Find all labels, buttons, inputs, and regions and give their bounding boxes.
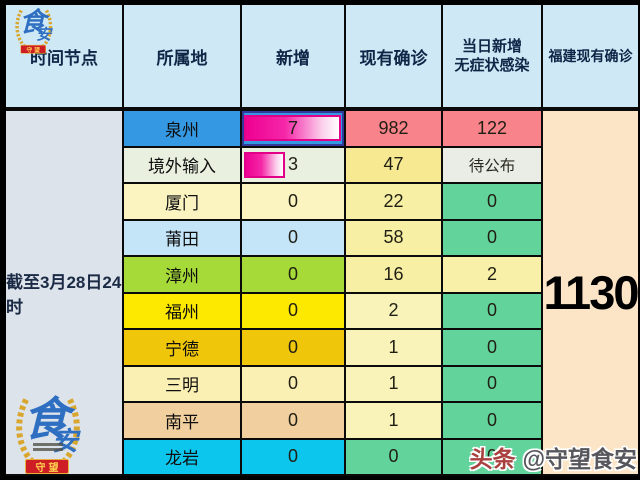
header-cell-asymptomatic: 当日新增 无症状感染 [443, 5, 541, 109]
confirmed-cell: 22 [346, 184, 441, 219]
watermark-badge: 头条 [469, 446, 516, 472]
region-cell: 漳州 [124, 257, 240, 292]
logo-char-main: 食 [23, 394, 69, 445]
region-cell: 宁德 [124, 330, 240, 365]
asymptomatic-cell: 0 [443, 403, 541, 438]
new-cases-cell: 0 [242, 293, 344, 328]
watermark-handle: @守望食安 [522, 446, 637, 472]
confirmed-cell: 982 [346, 111, 441, 146]
header-cell-region: 所属地 [124, 5, 240, 109]
confirmed-cell: 1 [346, 403, 441, 438]
new-cases-cell: 0 [242, 330, 344, 365]
asymptomatic-cell: 0 [443, 220, 541, 255]
time-note-cell: 截至3月28日24时 [6, 111, 122, 474]
region-cell: 厦门 [124, 184, 240, 219]
logo-char-sub: 安 [51, 427, 78, 456]
region-cell: 泉州 [124, 111, 240, 146]
asymptomatic-cell: 0 [443, 439, 541, 474]
watermark: 头条 @守望食安 [470, 440, 637, 474]
region-cell: 境外输入 [124, 147, 240, 182]
new-cases-cell: 0 [242, 184, 344, 219]
header-cell-fujian-total: 福建现有确诊 [543, 5, 638, 109]
asymptomatic-cell: 0 [443, 293, 541, 328]
fujian-total-value: 1130 [543, 266, 640, 319]
region-cell: 莆田 [124, 220, 240, 255]
new-cases-value: 3 [287, 154, 298, 175]
confirmed-cell: 47 [346, 147, 441, 182]
asymptomatic-cell: 0 [443, 184, 541, 219]
asymptomatic-cell: 122 [443, 111, 541, 146]
new-cases-cell: 0 [242, 220, 344, 255]
region-cell: 南平 [124, 403, 240, 438]
confirmed-cell: 0 [346, 439, 441, 474]
region-cell: 龙岩 [124, 439, 240, 474]
header-asym-line2: 无症状感染 [454, 57, 530, 74]
logo-char-main: 食 [19, 7, 46, 37]
fujian-total-cell: 1130 [543, 111, 640, 474]
new-cases-cell: 0 [242, 366, 344, 401]
header-asym-line1: 当日新增 [461, 37, 522, 55]
data-table: 时间节点 所属地 新增 现有确诊 当日新增 无症状感染 福建现有确诊 截至3月2… [6, 5, 640, 476]
region-cell: 福州 [124, 293, 240, 328]
new-cases-cell: 0 [242, 439, 344, 474]
confirmed-cell: 58 [346, 220, 441, 255]
header-cell-new: 新增 [242, 5, 344, 109]
logo-banner: 守望 [25, 459, 69, 474]
new-cases-cell: 3 [242, 147, 344, 182]
header-cell-confirmed: 现有确诊 [346, 5, 441, 109]
asymptomatic-cell: 待公布 [443, 147, 541, 182]
confirmed-cell: 16 [346, 257, 441, 292]
food-safety-logo-small: 食 安 守望 [10, 2, 56, 54]
region-cell: 三明 [124, 366, 240, 401]
confirmed-cell: 2 [346, 293, 441, 328]
logo-smalltext-line [33, 443, 63, 446]
asymptomatic-cell: 2 [443, 257, 541, 292]
header-cell-time: 时间节点 [6, 5, 122, 109]
asymptomatic-cell: 0 [443, 366, 541, 401]
confirmed-cell: 1 [346, 330, 441, 365]
databar [244, 115, 341, 142]
food-safety-logo: 食 安 守望 [7, 385, 87, 475]
logo-smalltext-line [33, 448, 63, 451]
new-cases-cell: 7 [242, 111, 344, 146]
new-cases-cell: 0 [242, 403, 344, 438]
databar [244, 151, 285, 178]
logo-banner: 守望 [20, 44, 46, 54]
new-cases-cell: 0 [242, 257, 344, 292]
new-cases-value: 7 [287, 117, 298, 138]
confirmed-cell: 1 [346, 366, 441, 401]
asymptomatic-cell: 0 [443, 330, 541, 365]
time-note: 截至3月28日24时 [6, 272, 122, 317]
logo-char-sub: 安 [36, 26, 52, 44]
